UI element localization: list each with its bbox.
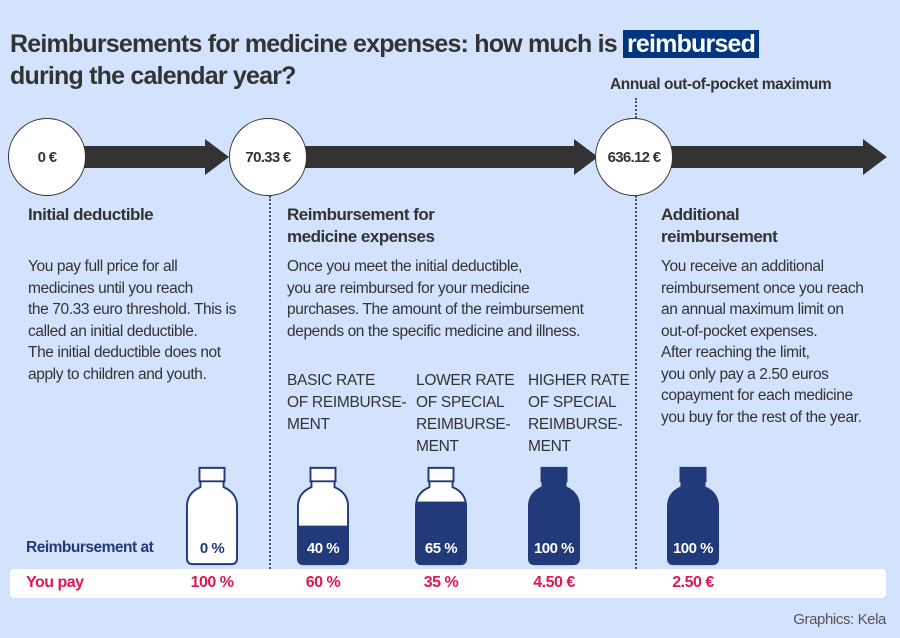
rate-label-higher-special: HIGHER RATE OF SPECIAL REIMBURSE- MENT	[528, 372, 630, 455]
reimbursement-at-label: Reimbursement at	[26, 539, 154, 556]
title-text: Reimbursements for medicine expenses: ho…	[10, 30, 623, 58]
you-pay-value: 4.50 €	[533, 574, 575, 591]
rate-label-lower-special: LOWER RATE OF SPECIAL REIMBURSE- MENT	[416, 372, 515, 455]
you-pay-label: You pay	[26, 574, 84, 591]
arrow-shaft	[84, 146, 206, 168]
reimbursement-value: 0 %	[199, 540, 225, 557]
bottle-fill	[297, 525, 349, 565]
divider	[269, 196, 271, 596]
medicine-bottle-icon	[528, 465, 580, 567]
you-pay-value: 2.50 €	[672, 574, 714, 591]
arrow-head-icon	[205, 139, 229, 175]
credit: Graphics: Kela	[793, 611, 886, 628]
title-line-2: during the calendar year?	[10, 62, 296, 90]
arrow-head-icon	[863, 139, 887, 175]
you-pay-value: 60 %	[305, 574, 341, 591]
arrow-head-icon	[574, 139, 598, 175]
bottle-fill	[415, 501, 467, 565]
medicine-bottle-icon	[297, 465, 349, 567]
medicine-bottle-icon	[667, 465, 719, 567]
milestone-deductible: 70.33 €	[229, 118, 307, 196]
divider	[635, 196, 637, 596]
reimbursement-value: 40 %	[306, 540, 340, 557]
title-line-1: Reimbursements for medicine expenses: ho…	[10, 30, 760, 59]
reimbursement-value: 100 %	[672, 540, 714, 557]
section-heading: Initial deductible	[28, 205, 154, 224]
divider	[635, 98, 637, 118]
milestone-max: 636.12 €	[595, 118, 673, 196]
section-body: Once you meet the initial deductible, you…	[287, 258, 584, 340]
milestone-0: 0 €	[8, 118, 86, 196]
medicine-bottle-icon	[186, 465, 238, 567]
arrow-shaft	[670, 146, 864, 168]
reimbursement-value: 100 %	[533, 540, 575, 557]
section-body: You pay full price for all medicines unti…	[28, 258, 236, 383]
title-highlight: reimbursed	[622, 30, 760, 58]
you-pay-row	[10, 569, 886, 598]
reimbursement-value: 65 %	[424, 540, 458, 557]
arrow-shaft	[305, 146, 575, 168]
rate-label-basic: BASIC RATE OF REIMBURSE- MENT	[287, 372, 407, 433]
section-heading: Additional reimbursement	[661, 205, 778, 246]
you-pay-value: 100 %	[190, 574, 234, 591]
medicine-bottle-icon	[415, 465, 467, 567]
annual-max-label: Annual out-of-pocket maximum	[610, 76, 832, 93]
section-body: You receive an additional reimbursement o…	[661, 258, 864, 426]
section-heading: Reimbursement for medicine expenses	[287, 205, 435, 246]
you-pay-value: 35 %	[423, 574, 459, 591]
